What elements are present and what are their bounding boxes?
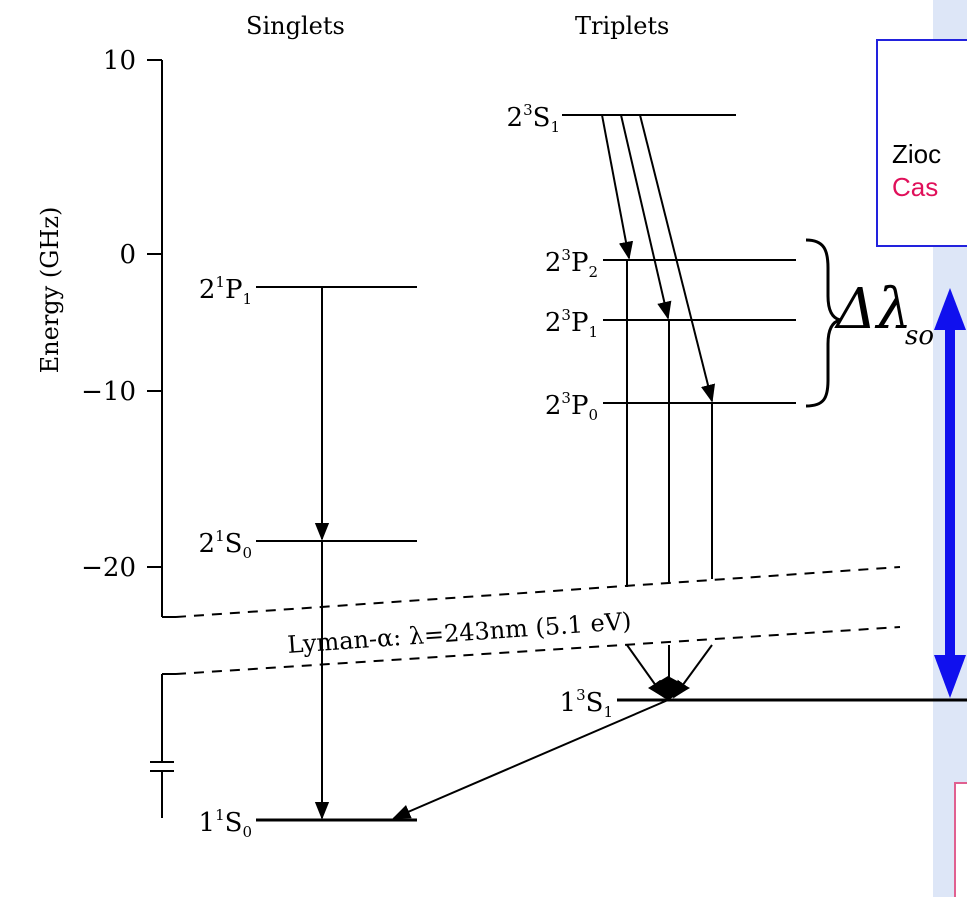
level-label-t_1S1: 13S1 — [560, 686, 613, 721]
transition-2S1-to-2P2 — [601, 114, 634, 260]
singlets-header: Singlets — [246, 12, 345, 40]
level-label-s_2S0: 21S0 — [199, 527, 252, 562]
triplet-decay-lines — [626, 260, 713, 587]
axis-break — [150, 616, 176, 818]
transition-2S1-to-2P1 — [620, 114, 672, 320]
level-label-t_2S1: 23S1 — [507, 101, 560, 136]
level-label-s_1S0: 11S0 — [199, 806, 252, 841]
level-label-s_2P1: 21P1 — [199, 273, 252, 308]
y-tick-10: 10 — [103, 46, 136, 76]
triplets-header: Triplets — [575, 12, 669, 40]
lyman-label: Lyman-α: λ=243nm (5.1 eV) — [286, 607, 632, 659]
pink-box — [954, 782, 967, 897]
transition-1S1-to-1S0 — [392, 699, 669, 819]
converging-node — [648, 676, 690, 700]
callout-box — [876, 39, 967, 247]
level-labels: 21P1 21S0 11S0 23S1 23P2 23P1 23P0 13S1 — [199, 101, 613, 841]
y-tick-minus20: −20 — [81, 553, 136, 583]
transition-2S1-to-2P0 — [639, 114, 716, 403]
splitting-brace — [805, 238, 841, 408]
level-label-t_2P2: 23P2 — [545, 246, 598, 281]
splitting-symbol: Δλ — [834, 277, 912, 342]
callout-line-2: Cas — [892, 172, 938, 202]
lyman-band — [175, 566, 901, 675]
splitting-subscript: so — [905, 321, 934, 351]
blue-double-arrow — [934, 288, 966, 698]
y-axis-label: Energy (GHz) — [36, 207, 64, 374]
y-tick-0: 0 — [119, 240, 136, 270]
level-label-t_2P1: 23P1 — [545, 306, 598, 341]
level-label-t_2P0: 23P0 — [545, 389, 598, 424]
y-axis-ticks — [147, 59, 162, 568]
y-tick-minus10: −10 — [81, 377, 136, 407]
callout-line-1: Zioc — [892, 139, 941, 169]
